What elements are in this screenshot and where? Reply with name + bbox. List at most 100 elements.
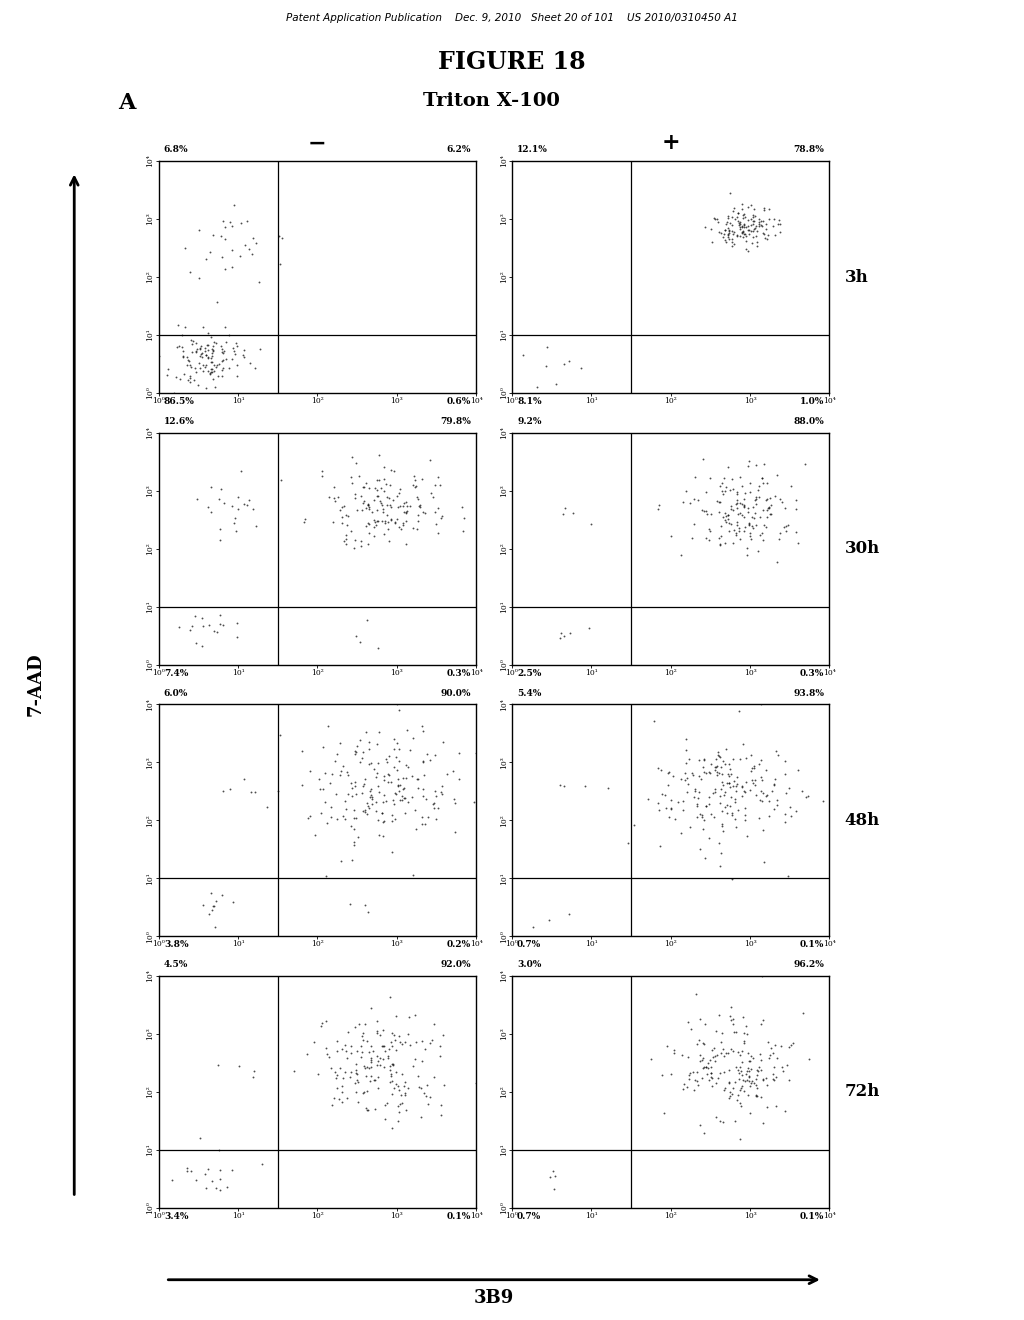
- Point: [769, 789, 785, 810]
- Point: [205, 895, 221, 916]
- Point: [326, 1088, 342, 1109]
- Point: [394, 1093, 411, 1114]
- Point: [720, 508, 736, 529]
- Point: [355, 1056, 372, 1077]
- Text: 92.0%: 92.0%: [440, 960, 471, 969]
- Point: [224, 1159, 241, 1180]
- Point: [354, 741, 371, 762]
- Point: [407, 1005, 423, 1026]
- Point: [393, 1034, 410, 1055]
- Point: [698, 1063, 715, 1084]
- Point: [728, 206, 744, 227]
- Point: [219, 1176, 236, 1197]
- Point: [180, 350, 197, 371]
- Point: [211, 1139, 227, 1160]
- Point: [729, 226, 745, 247]
- Text: 0.2%: 0.2%: [446, 940, 471, 949]
- Point: [427, 785, 443, 807]
- Point: [736, 203, 753, 224]
- Point: [188, 339, 205, 360]
- Point: [695, 1057, 712, 1078]
- Text: 72h: 72h: [845, 1084, 881, 1101]
- Text: 0.3%: 0.3%: [800, 668, 824, 677]
- Text: 12.1%: 12.1%: [517, 145, 548, 154]
- Point: [191, 338, 208, 359]
- Point: [676, 770, 692, 791]
- Point: [362, 1056, 379, 1077]
- Point: [375, 792, 391, 813]
- Text: 3B9: 3B9: [474, 1288, 514, 1307]
- Point: [248, 515, 264, 536]
- Point: [355, 490, 372, 511]
- Point: [314, 1012, 331, 1034]
- Point: [640, 788, 656, 809]
- Point: [707, 759, 723, 780]
- Point: [200, 1158, 216, 1179]
- Point: [722, 796, 738, 817]
- Point: [749, 231, 765, 252]
- Point: [735, 220, 752, 242]
- Point: [718, 512, 734, 533]
- Point: [748, 1074, 764, 1096]
- Point: [360, 1057, 377, 1078]
- Point: [686, 1080, 702, 1101]
- Point: [232, 461, 249, 482]
- Point: [329, 1031, 345, 1052]
- Point: [736, 797, 753, 818]
- Point: [389, 759, 406, 780]
- Point: [392, 1031, 409, 1052]
- Point: [752, 524, 768, 545]
- Point: [227, 508, 244, 529]
- Point: [759, 488, 775, 510]
- Point: [723, 1008, 739, 1030]
- Point: [780, 866, 797, 887]
- Point: [755, 1069, 771, 1090]
- Point: [370, 776, 386, 797]
- Point: [397, 1085, 414, 1106]
- Point: [245, 499, 261, 520]
- Point: [214, 338, 230, 359]
- Point: [422, 748, 438, 770]
- Text: 5.4%: 5.4%: [517, 689, 542, 697]
- Point: [199, 335, 215, 356]
- Point: [187, 632, 204, 653]
- Point: [360, 499, 377, 520]
- Point: [338, 1048, 354, 1069]
- Point: [728, 816, 744, 837]
- Point: [756, 515, 772, 536]
- Point: [682, 1018, 698, 1039]
- Point: [687, 777, 703, 799]
- Point: [717, 503, 733, 524]
- Point: [319, 715, 336, 737]
- Point: [306, 1031, 323, 1052]
- Point: [686, 513, 702, 535]
- Point: [399, 500, 416, 521]
- Point: [388, 1006, 404, 1027]
- Point: [763, 1038, 779, 1059]
- Point: [359, 804, 376, 825]
- Point: [724, 220, 740, 242]
- Point: [664, 797, 680, 818]
- Point: [722, 1006, 738, 1027]
- Point: [743, 528, 760, 549]
- Point: [759, 500, 775, 521]
- Text: 6.0%: 6.0%: [164, 689, 188, 697]
- Point: [340, 1022, 356, 1043]
- Point: [228, 335, 245, 356]
- Point: [693, 804, 710, 825]
- Point: [745, 507, 762, 528]
- Point: [377, 512, 393, 533]
- Point: [322, 486, 338, 507]
- Point: [332, 500, 348, 521]
- Point: [753, 210, 769, 231]
- Point: [741, 1076, 758, 1097]
- Point: [414, 1030, 430, 1051]
- Point: [577, 776, 593, 797]
- Point: [751, 1057, 767, 1078]
- Point: [718, 232, 734, 253]
- Point: [376, 457, 392, 478]
- Point: [229, 627, 246, 648]
- Point: [369, 1020, 385, 1041]
- Point: [723, 787, 739, 808]
- Point: [743, 232, 760, 253]
